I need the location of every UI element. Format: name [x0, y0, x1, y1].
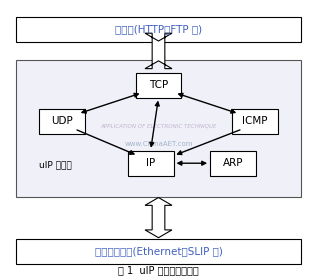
Text: 应用层(HTTP、FTP 等): 应用层(HTTP、FTP 等)	[115, 24, 202, 34]
Text: ICMP: ICMP	[243, 116, 268, 126]
Text: uIP 协议栈: uIP 协议栈	[39, 160, 72, 169]
Text: IP: IP	[146, 158, 155, 168]
Text: UDP: UDP	[51, 116, 73, 126]
Polygon shape	[145, 198, 172, 238]
Text: APPLICATION OF ELECTRONIC TECHNIQUE: APPLICATION OF ELECTRONIC TECHNIQUE	[100, 123, 217, 128]
Text: 网络设备驱动(Ethernet、SLIP 等): 网络设备驱动(Ethernet、SLIP 等)	[94, 246, 223, 256]
Text: ARP: ARP	[223, 158, 243, 168]
Bar	[127, 151, 174, 176]
Polygon shape	[145, 33, 172, 69]
Text: TCP: TCP	[149, 80, 168, 90]
Bar	[39, 109, 85, 134]
Text: 图 1  uIP 协议栈体系结构: 图 1 uIP 协议栈体系结构	[118, 265, 199, 275]
Text: www.ChinaAET.com: www.ChinaAET.com	[124, 141, 193, 147]
Bar	[232, 109, 278, 134]
Bar	[210, 151, 256, 176]
Bar	[16, 239, 301, 264]
Bar	[16, 60, 301, 197]
Bar	[135, 73, 181, 98]
Bar	[16, 17, 301, 42]
